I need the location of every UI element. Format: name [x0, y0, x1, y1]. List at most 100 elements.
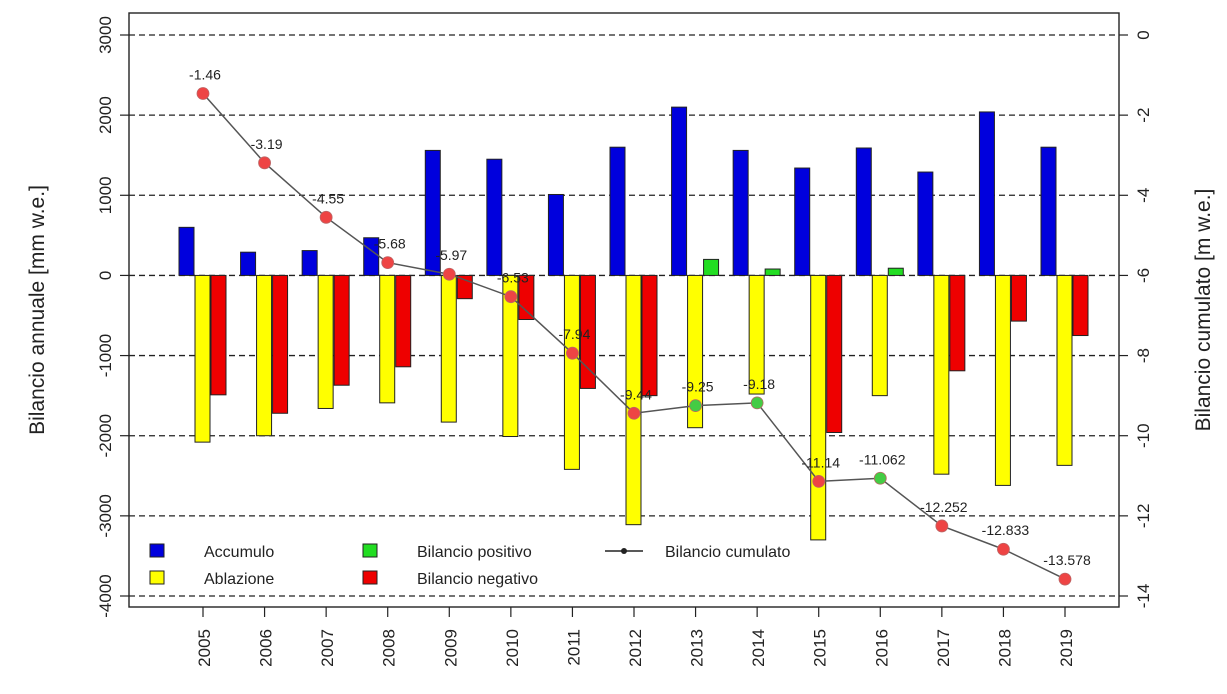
bar-bilancio-positivo [887, 267, 904, 276]
bar-accumulo [917, 171, 934, 276]
cumulative-point [873, 471, 887, 485]
cumulative-point [442, 267, 456, 281]
legend-swatch [149, 543, 165, 558]
cumulative-point [196, 87, 210, 100]
cumulative-data-label: -6.53 [497, 270, 529, 286]
bar-accumulo [855, 147, 872, 276]
x-tick-label: 2009 [441, 629, 460, 667]
bar-ablazione [994, 274, 1011, 486]
bar-ablazione [440, 274, 457, 423]
y-tick-label: -1000 [96, 334, 115, 377]
bar-accumulo [240, 251, 257, 276]
y-tick-label: -4000 [96, 574, 115, 617]
cumulative-data-label: -11.062 [859, 451, 906, 467]
bar-bilancio-negativo [518, 274, 535, 321]
legend-swatch [149, 570, 165, 585]
y-tick-label: 3000 [96, 16, 115, 54]
x-tick-label: 2014 [749, 629, 768, 667]
y-axis-title: Bilancio annuale [mm w.e.] [26, 185, 49, 435]
x-tick-label: 2012 [626, 629, 645, 667]
x-tick-label: 2005 [195, 629, 214, 667]
x-tick-label: 2013 [688, 629, 707, 667]
y2-tick-label: 0 [1134, 30, 1153, 39]
bar-accumulo [732, 149, 749, 276]
legend-label: Ablazione [204, 571, 274, 588]
x-tick-label: 2018 [995, 629, 1014, 667]
y-tick-label: -2000 [96, 414, 115, 457]
bar-ablazione [748, 274, 765, 395]
cumulative-data-label: -11.14 [801, 454, 840, 470]
legend-label: Bilancio positivo [417, 544, 532, 561]
x-tick-label: 2019 [1057, 629, 1076, 667]
y-tick-label: 0 [96, 271, 115, 280]
cumulative-data-label: -3.19 [251, 136, 283, 152]
y-tick-label: 1000 [96, 176, 115, 214]
bar-ablazione [379, 274, 396, 404]
x-tick-label: 2016 [872, 629, 891, 667]
cumulative-line: -1.46 -3.19 -4.55 -5.68 -5.97 -6.53 -7.94 -9.44… [189, 67, 1091, 586]
bar-ablazione [810, 274, 827, 541]
legend-label: Accumulo [204, 544, 274, 561]
cumulative-data-label: -12.833 [982, 522, 1030, 538]
bar-bilancio-negativo [395, 274, 412, 368]
cumulative-point [812, 474, 826, 488]
cumulative-data-label: -9.25 [682, 379, 714, 395]
y2-axis-title: Bilancio cumulato [m w.e.] [1192, 189, 1215, 432]
bar-bilancio-negativo [1072, 274, 1089, 337]
cumulative-point [319, 210, 333, 224]
bar-accumulo [301, 250, 318, 276]
bar-bilancio-negativo [579, 274, 596, 389]
legend-marker [621, 548, 627, 554]
cumulative-data-label: -4.55 [312, 190, 344, 206]
cumulative-point [689, 399, 702, 413]
cumulative-point [997, 542, 1010, 556]
x-tick-label: 2008 [380, 629, 399, 667]
bar-ablazione [194, 274, 211, 443]
y2-tick-label: -2 [1134, 108, 1153, 123]
cumulative-data-label: -9.18 [743, 376, 775, 392]
cumulative-point [627, 406, 641, 420]
x-tick-label: 2007 [318, 629, 337, 667]
bar-ablazione [502, 274, 519, 438]
bar-bilancio-positivo [764, 268, 781, 276]
bar-ablazione [933, 274, 950, 475]
bar-accumulo [609, 146, 626, 276]
y-axis-right: -14 -12 -10 -8 -6 -4 -2 0 [1119, 30, 1153, 608]
legend-swatch [362, 543, 378, 558]
cumulative-point [381, 256, 395, 270]
bar-bilancio-negativo [826, 274, 843, 434]
x-tick-label: 2010 [503, 629, 522, 667]
cumulative-point [1058, 572, 1072, 586]
y-tick-label: 2000 [96, 96, 115, 134]
y2-tick-label: -12 [1134, 504, 1153, 529]
bar-bilancio-negativo [1010, 274, 1027, 322]
y2-tick-label: -8 [1134, 348, 1153, 363]
bar-bilancio-negativo [333, 274, 350, 386]
x-tick-label: 2006 [257, 629, 276, 667]
bar-ablazione [256, 274, 273, 437]
cumulative-point [504, 290, 518, 304]
legend-label: Bilancio cumulato [665, 544, 791, 561]
cumulative-point [750, 396, 764, 410]
cumulative-data-label: -5.68 [374, 236, 406, 252]
bar-accumulo [794, 167, 811, 276]
bar-accumulo [547, 193, 564, 276]
bar-ablazione [687, 274, 704, 429]
bar-ablazione [1056, 274, 1073, 466]
bar-bilancio-negativo [641, 274, 658, 397]
legend-swatch [362, 570, 378, 585]
cumulative-data-label: -13.578 [1043, 552, 1091, 568]
y-axis-left: -4000 -3000 -2000 -1000 0 1000 2000 3000 [96, 16, 129, 618]
bar-bilancio-negativo [456, 274, 473, 300]
y-tick-label: -3000 [96, 494, 115, 537]
y2-tick-label: -6 [1134, 268, 1153, 283]
bar-ablazione [871, 274, 888, 397]
bar-bilancio-negativo [210, 274, 227, 396]
bar-ablazione [625, 274, 642, 526]
bar-ablazione [317, 274, 334, 409]
x-tick-label: 2011 [564, 629, 583, 666]
bar-accumulo [978, 111, 995, 276]
cumulative-point [258, 156, 271, 170]
y2-tick-label: -10 [1134, 423, 1153, 448]
